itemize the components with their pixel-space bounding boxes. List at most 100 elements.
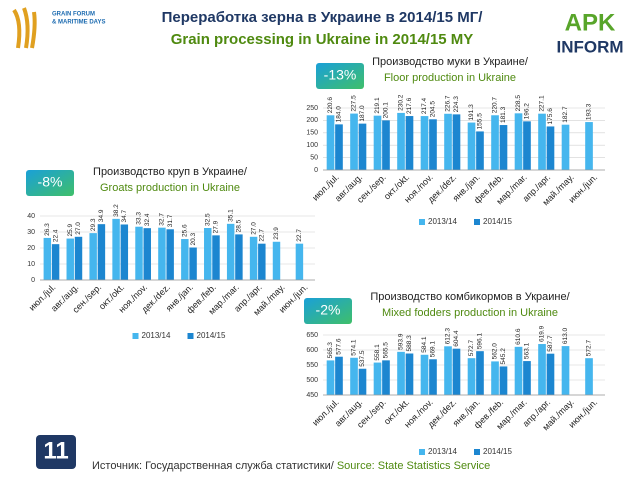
bar	[189, 247, 197, 280]
chart-title: Производство комбикормов в Украине/	[370, 291, 570, 303]
bar	[326, 115, 335, 170]
badge	[26, 170, 74, 196]
value-label: 204.5	[430, 101, 437, 118]
bar	[235, 234, 243, 280]
value-label: 22.7	[296, 229, 303, 242]
legend-label: 2013/14	[428, 217, 457, 226]
source-ru: Источник: Государственная служба статист…	[92, 460, 337, 472]
bar	[249, 236, 258, 280]
value-label: 565.3	[327, 342, 334, 359]
bar	[561, 124, 570, 170]
bar	[420, 116, 429, 170]
bar	[66, 238, 74, 280]
value-label: 588.3	[406, 335, 413, 352]
value-label: 38.2	[113, 204, 120, 217]
y-tick-label: 250	[306, 105, 318, 112]
value-label: 577.6	[336, 338, 343, 355]
bar	[546, 126, 555, 170]
legend-swatch	[419, 449, 425, 455]
logo-text: APK	[565, 9, 616, 36]
y-tick-label: 30	[27, 229, 35, 236]
value-label: 537.5	[359, 350, 366, 367]
y-tick-label: 600	[306, 347, 318, 354]
value-label: 584.1	[421, 336, 428, 353]
bar	[166, 229, 174, 280]
value-label: 562.0	[492, 343, 499, 360]
bar	[405, 353, 414, 395]
bar	[258, 243, 266, 280]
y-tick-label: 10	[27, 261, 35, 268]
bar	[452, 114, 461, 170]
value-label: 22.7	[259, 229, 266, 242]
bar	[158, 227, 166, 280]
bar	[143, 228, 151, 280]
bar	[335, 124, 343, 170]
bar	[350, 357, 358, 395]
value-label: 20.3	[190, 232, 197, 245]
value-label: 230.2	[398, 94, 405, 111]
value-label: 545.2	[500, 348, 507, 365]
value-label: 613.0	[562, 327, 569, 344]
value-label: 196.2	[524, 103, 531, 120]
bar	[538, 113, 546, 170]
bar	[476, 131, 484, 170]
value-label: 31.7	[167, 214, 174, 227]
value-label: 34.9	[98, 209, 105, 222]
bar	[467, 358, 476, 395]
logo-left: GRAIN FORUM & MARITIME DAYS	[12, 7, 105, 49]
value-label: 28.5	[236, 219, 243, 232]
badge	[304, 298, 352, 324]
value-label: 228.5	[515, 95, 522, 112]
value-label: 604.4	[453, 330, 460, 347]
value-label: 219.1	[374, 97, 381, 114]
source-en: Source: State Statistics Service	[337, 460, 490, 472]
value-label: 593.9	[398, 333, 405, 350]
value-label: 227.1	[539, 95, 546, 112]
y-tick-label: 40	[27, 213, 35, 220]
bar	[51, 244, 60, 280]
bar	[112, 218, 120, 280]
logo-text: INFORM	[556, 37, 623, 56]
legend-label: 2013/14	[428, 447, 457, 456]
bar	[358, 123, 367, 170]
value-label: 200.1	[383, 102, 390, 119]
bar	[523, 361, 531, 395]
y-tick-label: 100	[306, 142, 318, 149]
slide-title: Переработка зерна в Украине в 2014/15 МГ…	[162, 9, 484, 26]
value-label: 181.3	[500, 106, 507, 123]
value-label: 35.1	[227, 209, 234, 222]
bar	[335, 356, 343, 395]
chart-subtitle: Groats production in Ukraine	[100, 182, 240, 194]
bar	[358, 368, 367, 395]
value-label: 587.7	[547, 335, 554, 352]
bar	[89, 233, 97, 280]
legend-label: 2014/15	[197, 331, 226, 340]
legend-label: 2014/15	[483, 447, 512, 456]
value-label: 217.4	[421, 97, 428, 114]
value-label: 23.9	[273, 227, 280, 240]
value-label: 25.6	[182, 224, 189, 237]
bar	[514, 113, 523, 170]
y-tick-label: 450	[306, 392, 318, 399]
logo-icon	[12, 7, 37, 49]
value-label: 220.7	[492, 97, 499, 114]
bar	[405, 116, 414, 170]
bar	[135, 226, 143, 280]
bar	[350, 113, 358, 170]
value-label: 569.1	[430, 341, 437, 358]
bar	[429, 119, 437, 170]
bar	[499, 366, 508, 395]
value-label: 182.7	[562, 106, 569, 123]
bar	[226, 223, 235, 280]
bar	[452, 348, 461, 395]
bar	[585, 358, 593, 395]
badge	[316, 63, 364, 89]
y-tick-label: 550	[306, 362, 318, 369]
value-label: 574.1	[351, 339, 358, 356]
bar	[373, 362, 382, 395]
value-label: 187.0	[359, 105, 366, 122]
bar	[491, 361, 499, 395]
source: Источник: Государственная служба статист…	[92, 460, 490, 472]
slide-subtitle: Grain processing in Ukraine in 2014/15 M…	[171, 31, 474, 48]
